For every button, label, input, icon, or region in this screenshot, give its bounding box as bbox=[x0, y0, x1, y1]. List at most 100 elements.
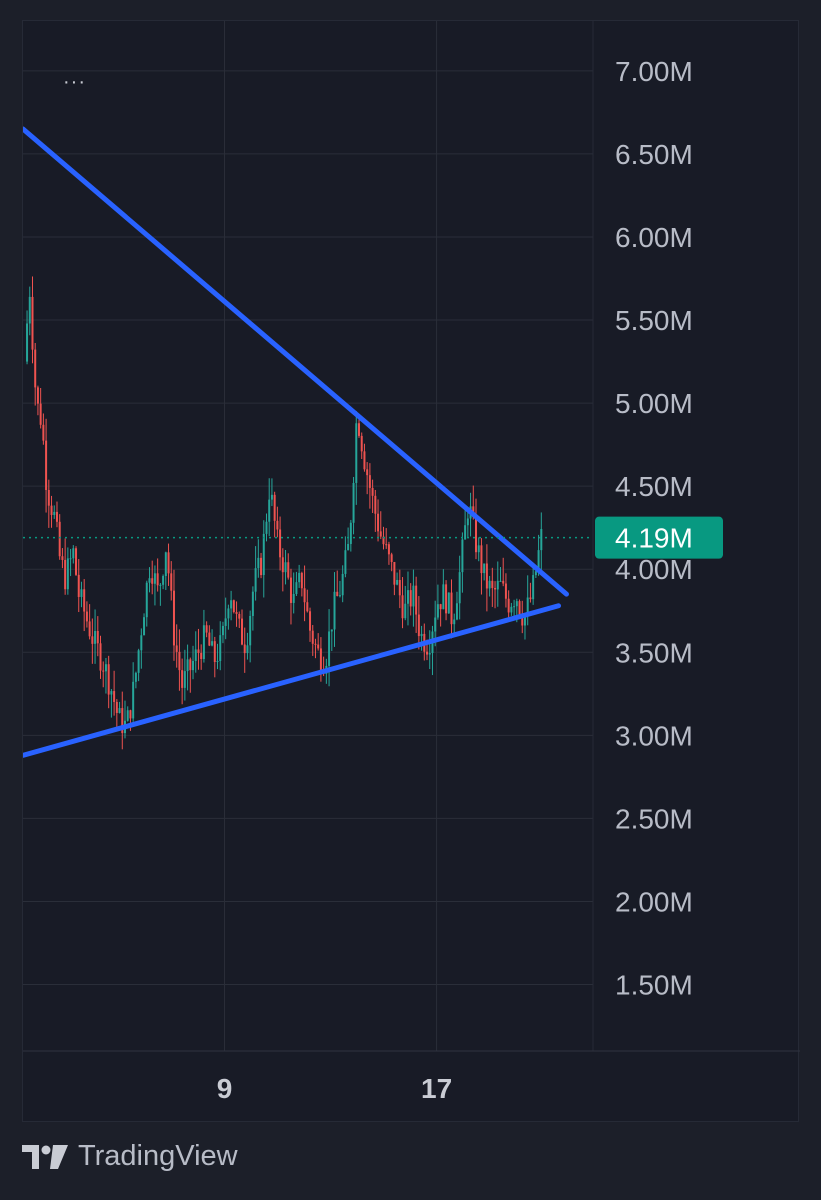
candle-body bbox=[534, 571, 537, 576]
candle-body bbox=[85, 611, 88, 622]
candle-body bbox=[268, 499, 271, 522]
candle-body bbox=[219, 635, 222, 662]
time-axis[interactable]: 9 17 bbox=[217, 1073, 452, 1104]
ascending-support-trendline bbox=[23, 603, 562, 758]
candle-body bbox=[216, 661, 219, 663]
candle-body bbox=[61, 556, 64, 560]
candle-body bbox=[192, 660, 195, 671]
candle-body bbox=[281, 557, 284, 573]
trendlines[interactable] bbox=[23, 126, 569, 758]
candle-body bbox=[208, 632, 211, 646]
candle-body bbox=[241, 618, 243, 645]
price-tick-label: 5.50M bbox=[615, 305, 693, 336]
candle-body bbox=[107, 664, 110, 695]
candle-body bbox=[148, 578, 151, 583]
candle-body bbox=[45, 440, 48, 490]
candle-body bbox=[513, 606, 516, 608]
candle-body bbox=[55, 511, 58, 522]
time-tick-label: 9 bbox=[217, 1073, 233, 1104]
candle-body bbox=[455, 603, 458, 620]
candle-body bbox=[254, 568, 257, 592]
candle-body bbox=[80, 589, 83, 597]
tradingview-branding[interactable]: TradingView bbox=[22, 1140, 238, 1173]
grid-lines bbox=[23, 21, 800, 1052]
last-price-badge: 4.19M bbox=[595, 516, 723, 559]
candle-body bbox=[115, 701, 118, 713]
candle-body bbox=[461, 539, 464, 573]
candle-body bbox=[287, 562, 290, 578]
candle-body bbox=[132, 681, 135, 719]
candle-body bbox=[118, 708, 121, 713]
candle-body bbox=[230, 600, 233, 609]
candle-body bbox=[303, 588, 306, 603]
candle-body bbox=[47, 489, 50, 506]
candle-body bbox=[382, 536, 385, 545]
candle-body bbox=[491, 580, 494, 588]
candle-body bbox=[156, 573, 159, 586]
candle-body bbox=[518, 601, 521, 615]
candle-body bbox=[439, 604, 442, 610]
candle-body bbox=[317, 644, 320, 649]
candle-body bbox=[396, 579, 399, 585]
candle-body bbox=[390, 554, 393, 562]
candle-body bbox=[77, 574, 80, 597]
candle-body bbox=[39, 403, 42, 425]
candle-body bbox=[504, 583, 507, 599]
candle-body bbox=[151, 578, 154, 584]
candle-body bbox=[170, 573, 173, 591]
candle-body bbox=[442, 584, 445, 610]
price-tick-label: 7.00M bbox=[615, 56, 693, 87]
descending-resistance-trendline bbox=[23, 126, 569, 597]
candle-body bbox=[183, 671, 186, 688]
candle-body bbox=[496, 580, 499, 590]
price-tick-label: 3.00M bbox=[615, 720, 693, 751]
candle-body bbox=[96, 630, 99, 644]
candle-body bbox=[270, 494, 273, 500]
candle-body bbox=[53, 511, 56, 515]
candle-body bbox=[36, 387, 39, 404]
candle-body bbox=[485, 563, 488, 589]
time-tick-label: 17 bbox=[421, 1073, 452, 1104]
candle-body bbox=[526, 597, 529, 616]
candle-body bbox=[197, 649, 200, 653]
candle-body bbox=[328, 631, 331, 666]
candle-body bbox=[153, 573, 156, 584]
candle-body bbox=[251, 591, 254, 616]
candle-body bbox=[295, 582, 298, 594]
candle-body bbox=[91, 636, 94, 644]
price-chart[interactable]: 1.50M 2.00M 2.50M 3.00M 3.50M 4.00M 4.50M 5.00M… bbox=[23, 21, 800, 1123]
tradingview-logo-icon bbox=[22, 1144, 68, 1169]
candle-body bbox=[507, 598, 510, 613]
candle-body bbox=[434, 617, 437, 632]
chart-menu-icon[interactable]: ··· bbox=[63, 71, 86, 93]
candle-body bbox=[398, 579, 401, 596]
candle-body bbox=[243, 644, 246, 654]
candle-body bbox=[99, 643, 102, 671]
candle-body bbox=[368, 475, 371, 488]
candle-body bbox=[202, 625, 205, 659]
candle-body bbox=[164, 552, 167, 577]
candle-body bbox=[289, 577, 292, 603]
candle-body bbox=[426, 651, 429, 655]
candle-body bbox=[488, 580, 491, 589]
last-price-badge-bg bbox=[595, 516, 723, 559]
candle-body bbox=[34, 349, 37, 388]
candle-body bbox=[333, 591, 336, 630]
candle-body bbox=[523, 615, 526, 626]
price-axis[interactable]: 1.50M 2.00M 2.50M 3.00M 3.50M 4.00M 4.50M 5.00M… bbox=[615, 56, 693, 1001]
candle-body bbox=[499, 580, 502, 582]
candle-body bbox=[26, 323, 29, 362]
candle-body bbox=[137, 650, 140, 673]
price-tick-label: 4.50M bbox=[615, 471, 693, 502]
candle-body bbox=[50, 505, 53, 515]
candle-body bbox=[529, 597, 532, 600]
candle-body bbox=[227, 608, 230, 619]
candle-body bbox=[72, 548, 75, 559]
candle-body bbox=[341, 573, 344, 596]
candle-body bbox=[532, 575, 535, 600]
candle-body bbox=[385, 544, 388, 546]
candle-body bbox=[477, 545, 480, 553]
candle-body bbox=[445, 584, 448, 614]
candle-body bbox=[162, 576, 165, 585]
chart-frame: 1.50M 2.00M 2.50M 3.00M 3.50M 4.00M 4.50M 5.00M… bbox=[22, 20, 800, 1123]
